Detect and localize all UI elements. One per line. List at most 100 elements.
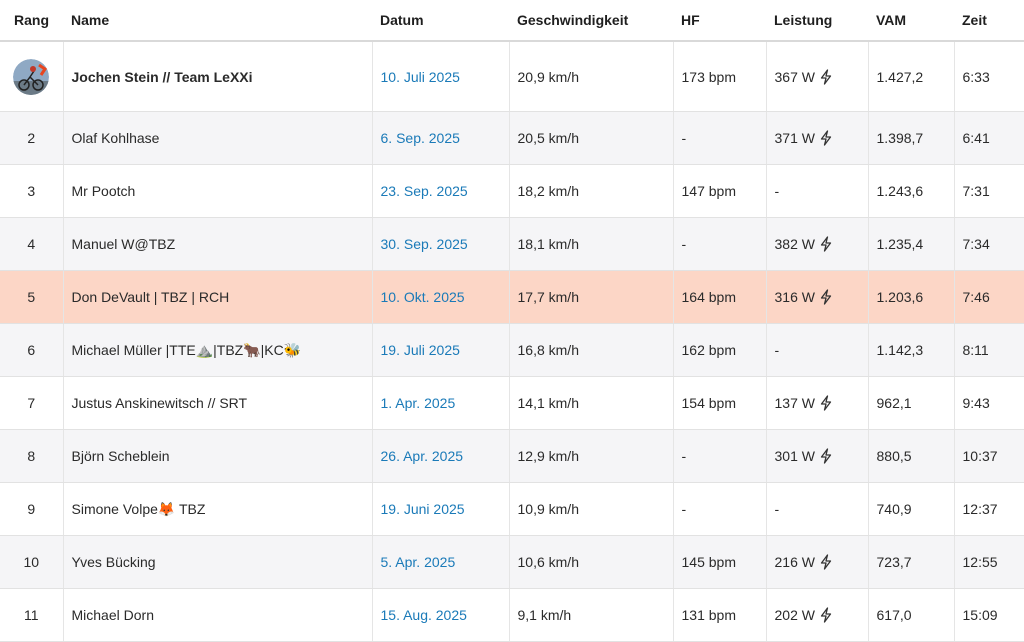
lightning-bolt-icon xyxy=(820,130,832,146)
table-row: 11 Michael Dorn 15. Aug. 2025 9,1 km/h 1… xyxy=(0,588,1024,642)
speed-cell: 17,7 km/h xyxy=(508,270,673,324)
col-header-time[interactable]: Zeit xyxy=(954,0,1024,42)
vam-cell: 1.427,2 xyxy=(867,41,954,112)
hr-cell: 162 bpm xyxy=(672,323,766,377)
time-cell: 7:46 xyxy=(953,270,1024,324)
vam-cell: 1.243,6 xyxy=(867,164,954,218)
power-cell: 137 W xyxy=(765,376,868,430)
col-header-power[interactable]: Leistung xyxy=(766,0,868,42)
rank-cell: 5 xyxy=(0,270,63,324)
col-header-vam[interactable]: VAM xyxy=(868,0,954,42)
date-link[interactable]: 30. Sep. 2025 xyxy=(371,217,509,271)
power-value: 382 W xyxy=(774,236,815,252)
power-cell: 371 W xyxy=(765,111,868,165)
vam-cell: 962,1 xyxy=(867,376,954,430)
time-cell: 15:09 xyxy=(953,588,1024,642)
athlete-name[interactable]: Mr Pootch xyxy=(62,164,372,218)
col-header-hr[interactable]: HF xyxy=(673,0,766,42)
date-link[interactable]: 1. Apr. 2025 xyxy=(371,376,509,430)
vam-cell: 740,9 xyxy=(867,482,954,536)
athlete-name[interactable]: Yves Bücking xyxy=(62,535,372,589)
date-link[interactable]: 23. Sep. 2025 xyxy=(371,164,509,218)
col-header-rank[interactable]: Rang xyxy=(0,0,63,42)
date-link[interactable]: 5. Apr. 2025 xyxy=(371,535,509,589)
time-cell: 12:37 xyxy=(953,482,1024,536)
time-cell: 6:33 xyxy=(953,41,1024,112)
rank-cell: 2 xyxy=(0,111,63,165)
table-row: 10 Yves Bücking 5. Apr. 2025 10,6 km/h 1… xyxy=(0,535,1024,589)
time-cell: 8:11 xyxy=(953,323,1024,377)
table-row: Jochen Stein // Team LeXXi 10. Juli 2025… xyxy=(0,41,1024,112)
lightning-bolt-icon xyxy=(820,607,832,623)
athlete-name[interactable]: Björn Scheblein xyxy=(62,429,372,483)
speed-cell: 16,8 km/h xyxy=(508,323,673,377)
hr-cell: 145 bpm xyxy=(672,535,766,589)
power-cell: 316 W xyxy=(765,270,868,324)
vam-cell: 880,5 xyxy=(867,429,954,483)
header-row: Rang Name Datum Geschwindigkeit HF Leist… xyxy=(0,0,1024,42)
power-value: 371 W xyxy=(774,130,815,146)
rank-cell: 11 xyxy=(0,588,63,642)
vam-cell: 1.142,3 xyxy=(867,323,954,377)
speed-cell: 9,1 km/h xyxy=(508,588,673,642)
date-link[interactable]: 6. Sep. 2025 xyxy=(371,111,509,165)
speed-cell: 18,1 km/h xyxy=(508,217,673,271)
speed-cell: 20,9 km/h xyxy=(508,41,673,112)
date-link[interactable]: 15. Aug. 2025 xyxy=(371,588,509,642)
power-cell: - xyxy=(765,323,868,377)
athlete-name[interactable]: Michael Dorn xyxy=(62,588,372,642)
lightning-bolt-icon xyxy=(820,289,832,305)
col-header-speed[interactable]: Geschwindigkeit xyxy=(509,0,673,42)
avatar[interactable] xyxy=(13,58,50,95)
hr-cell: 164 bpm xyxy=(672,270,766,324)
athlete-name[interactable]: Jochen Stein // Team LeXXi xyxy=(62,41,372,112)
vam-cell: 1.398,7 xyxy=(867,111,954,165)
athlete-name[interactable]: Simone Volpe🦊 TBZ xyxy=(62,482,372,536)
table-row: 2 Olaf Kohlhase 6. Sep. 2025 20,5 km/h -… xyxy=(0,111,1024,165)
date-link[interactable]: 10. Juli 2025 xyxy=(371,41,509,112)
lightning-bolt-icon xyxy=(820,448,832,464)
speed-cell: 10,6 km/h xyxy=(508,535,673,589)
date-link[interactable]: 19. Juli 2025 xyxy=(371,323,509,377)
athlete-name[interactable]: Olaf Kohlhase xyxy=(62,111,372,165)
speed-cell: 18,2 km/h xyxy=(508,164,673,218)
rank-cell: 9 xyxy=(0,482,63,536)
speed-cell: 10,9 km/h xyxy=(508,482,673,536)
vam-cell: 617,0 xyxy=(867,588,954,642)
date-link[interactable]: 26. Apr. 2025 xyxy=(371,429,509,483)
table-row-highlighted: 5 Don DeVault | TBZ | RCH 10. Okt. 2025 … xyxy=(0,270,1024,324)
col-header-date[interactable]: Datum xyxy=(372,0,509,42)
lightning-bolt-icon xyxy=(820,395,832,411)
time-cell: 12:55 xyxy=(953,535,1024,589)
rank-cell: 6 xyxy=(0,323,63,377)
athlete-name[interactable]: Don DeVault | TBZ | RCH xyxy=(62,270,372,324)
table-row: 7 Justus Anskinewitsch // SRT 1. Apr. 20… xyxy=(0,376,1024,430)
rank-cell xyxy=(0,41,63,112)
power-cell: 216 W xyxy=(765,535,868,589)
hr-cell: 147 bpm xyxy=(672,164,766,218)
speed-cell: 12,9 km/h xyxy=(508,429,673,483)
date-link[interactable]: 19. Juni 2025 xyxy=(371,482,509,536)
hr-cell: 173 bpm xyxy=(672,41,766,112)
hr-cell: - xyxy=(672,429,766,483)
table-row: 6 Michael Müller |TTE⛰️|TBZ🐂|KC🐝 19. Jul… xyxy=(0,323,1024,377)
table-row: 3 Mr Pootch 23. Sep. 2025 18,2 km/h 147 … xyxy=(0,164,1024,218)
power-cell: - xyxy=(765,164,868,218)
rank-cell: 10 xyxy=(0,535,63,589)
power-value: 216 W xyxy=(774,554,815,570)
athlete-name[interactable]: Justus Anskinewitsch // SRT xyxy=(62,376,372,430)
power-value: - xyxy=(774,342,780,358)
athlete-name[interactable]: Manuel W@TBZ xyxy=(62,217,372,271)
hr-cell: 131 bpm xyxy=(672,588,766,642)
table-row: 8 Björn Scheblein 26. Apr. 2025 12,9 km/… xyxy=(0,429,1024,483)
athlete-name[interactable]: Michael Müller |TTE⛰️|TBZ🐂|KC🐝 xyxy=(62,323,372,377)
hr-cell: - xyxy=(672,111,766,165)
col-header-name[interactable]: Name xyxy=(63,0,372,42)
power-cell: - xyxy=(765,482,868,536)
speed-cell: 14,1 km/h xyxy=(508,376,673,430)
time-cell: 6:41 xyxy=(953,111,1024,165)
power-value: 367 W xyxy=(774,68,815,85)
date-link[interactable]: 10. Okt. 2025 xyxy=(371,270,509,324)
table-row: 4 Manuel W@TBZ 30. Sep. 2025 18,1 km/h -… xyxy=(0,217,1024,271)
vam-cell: 723,7 xyxy=(867,535,954,589)
